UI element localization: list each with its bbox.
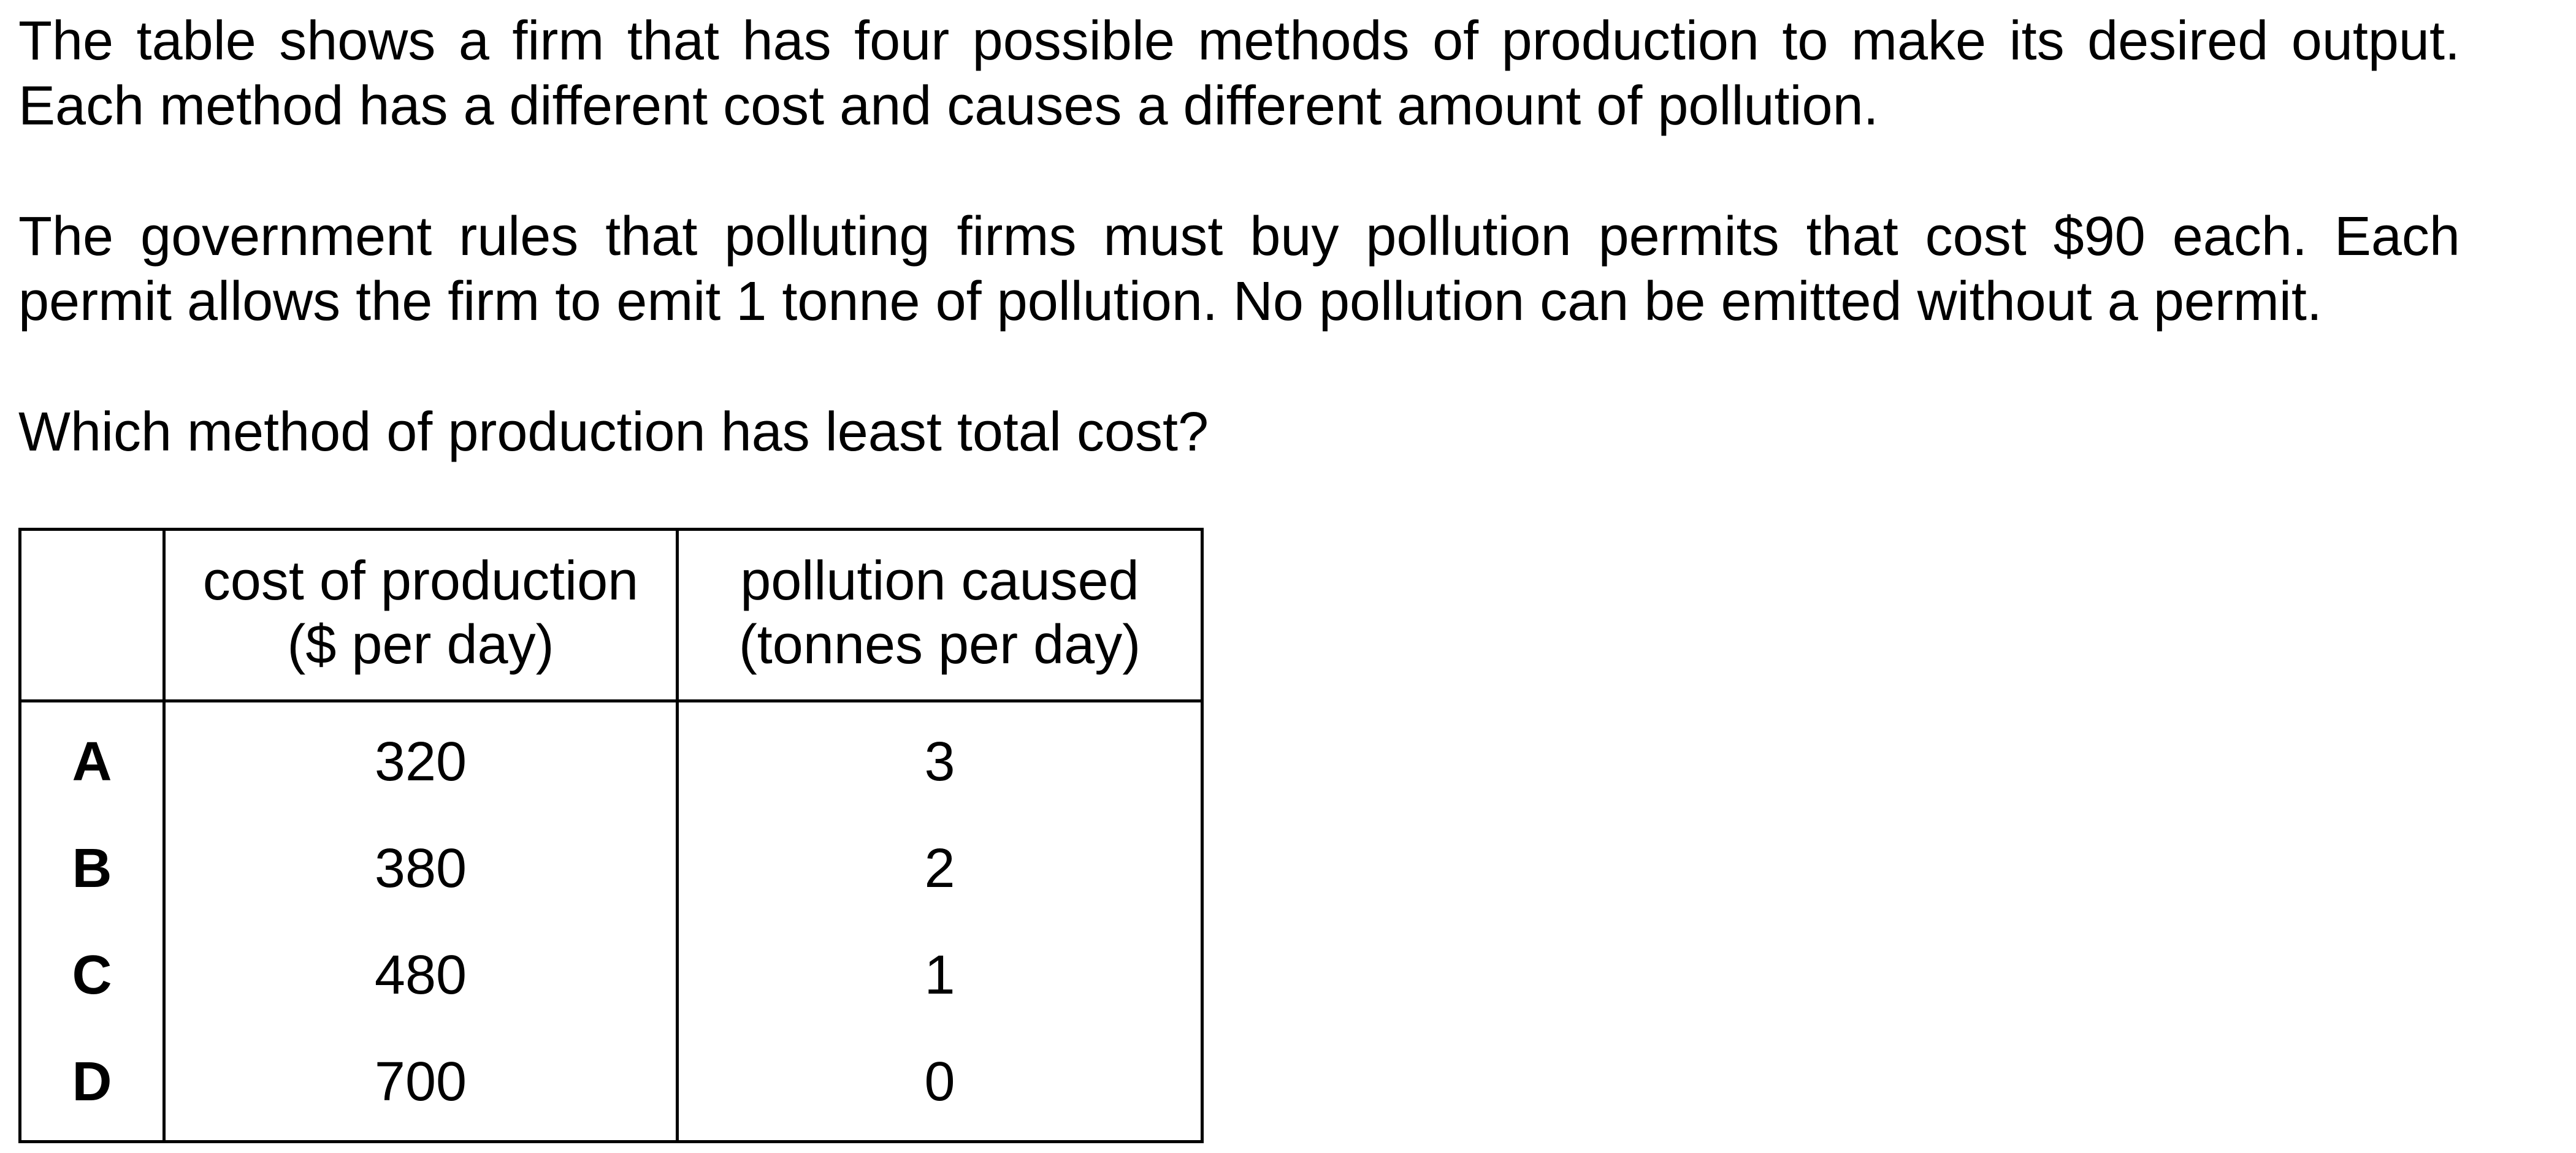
header-pollution-line-2: (tonnes per day): [738, 614, 1141, 675]
row-a-pollution: 3: [924, 731, 955, 793]
intro-line-1: The table shows a firm that has four pos…: [18, 10, 2460, 72]
column-divider-1: [162, 531, 166, 1140]
row-b-label: B: [72, 838, 112, 899]
row-d-cost: 700: [374, 1051, 467, 1113]
row-c-cost: 480: [374, 945, 467, 1006]
row-c-pollution: 1: [924, 945, 955, 1006]
column-divider-2: [676, 531, 679, 1140]
row-a-label: A: [72, 731, 112, 793]
header-cost-line-1: cost of production: [202, 550, 639, 612]
header-cost-line-2: ($ per day): [287, 614, 554, 675]
intro-paragraph: The table shows a firm that has four pos…: [18, 9, 2471, 139]
row-d-pollution: 0: [924, 1051, 955, 1113]
question-prompt: Which method of production has least tot…: [18, 400, 2471, 465]
row-c-label: C: [72, 945, 112, 1006]
prompt-text: Which method of production has least tot…: [18, 401, 1209, 463]
header-pollution-line-1: pollution caused: [740, 550, 1139, 612]
row-a-cost: 320: [374, 731, 467, 793]
rule-line-2: permit allows the firm to emit 1 tonne o…: [18, 271, 2322, 332]
row-b-pollution: 2: [924, 838, 955, 899]
header-divider: [21, 699, 1201, 702]
header-pollution: pollution caused (tonnes per day): [679, 549, 1201, 677]
methods-table: cost of production ($ per day) pollution…: [18, 528, 1204, 1143]
header-cost: cost of production ($ per day): [166, 549, 676, 677]
intro-line-2: Each method has a different cost and cau…: [18, 75, 1879, 137]
rule-paragraph: The government rules that polluting firm…: [18, 204, 2471, 334]
row-b-cost: 380: [374, 838, 467, 899]
row-d-label: D: [72, 1051, 112, 1113]
rule-line-1: The government rules that polluting firm…: [18, 206, 2460, 267]
